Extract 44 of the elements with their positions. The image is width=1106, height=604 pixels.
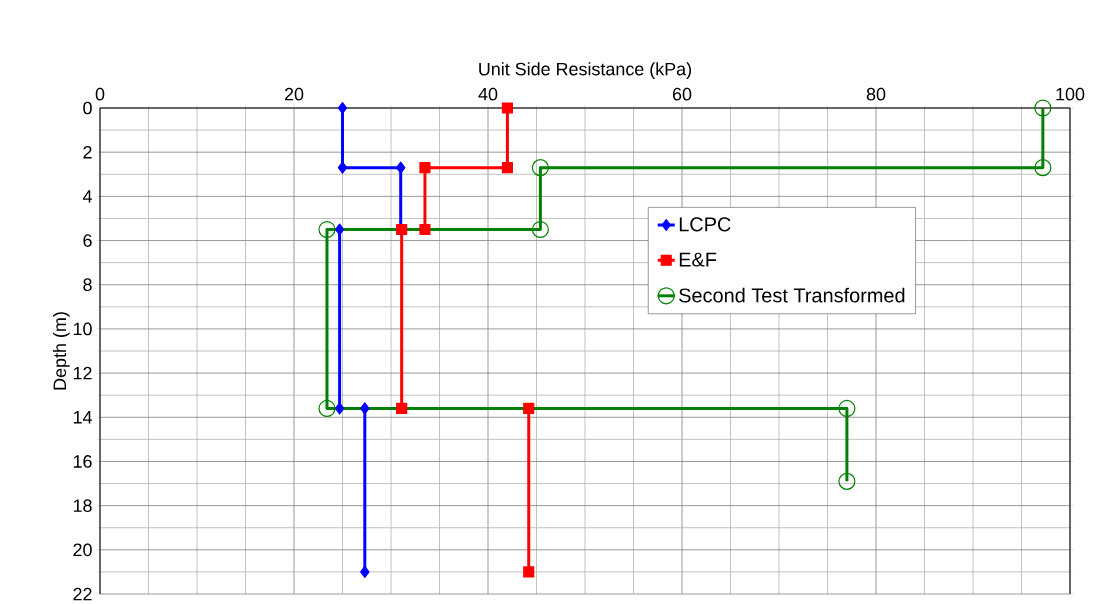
x-tick-label: 80 [866, 87, 886, 101]
legend-label: LCPC [679, 217, 731, 232]
x-tick-label: 40 [478, 87, 498, 101]
y-tick-label: 8 [83, 278, 92, 292]
point [523, 566, 535, 578]
point [334, 402, 345, 415]
y-tick-label: 14 [73, 411, 92, 424]
y-tick-label: 6 [83, 234, 92, 247]
point [523, 402, 535, 415]
y-tick-label: 4 [82, 190, 92, 203]
y-axis-title: Depth (m) [52, 312, 70, 390]
x-tick-label: 60 [672, 87, 692, 101]
y-tick-label: 2 [83, 145, 92, 159]
point [838, 472, 856, 490]
point [501, 162, 513, 174]
point [360, 402, 370, 415]
point [419, 223, 431, 236]
point [419, 162, 431, 174]
legend-label: E&F [679, 252, 717, 267]
point [334, 223, 345, 236]
x-tick-label: 0 [95, 87, 105, 101]
point [396, 402, 408, 415]
point [318, 399, 336, 418]
point [395, 161, 406, 174]
legend-label: Second Test Transformed [679, 287, 905, 303]
point [337, 101, 348, 115]
y-tick-label: 12 [73, 366, 92, 380]
point [318, 220, 336, 239]
point [1034, 99, 1052, 117]
point [501, 102, 513, 114]
x-tick-label: 20 [284, 87, 304, 101]
y-tick-label: 22 [73, 587, 92, 601]
y-tick-label: 0 [83, 101, 92, 115]
y-tick-label: 18 [73, 499, 92, 512]
x-axis-title: Unit Side Resistance (kPa) [479, 62, 691, 79]
y-tick-label: 16 [73, 455, 92, 468]
x-tick-label: 100 [1056, 87, 1085, 101]
point [838, 399, 856, 418]
point [1034, 159, 1052, 177]
point [360, 565, 370, 578]
point [531, 220, 549, 239]
y-tick-label: 10 [73, 322, 92, 336]
point [531, 159, 549, 177]
y-tick-label: 20 [73, 543, 92, 557]
